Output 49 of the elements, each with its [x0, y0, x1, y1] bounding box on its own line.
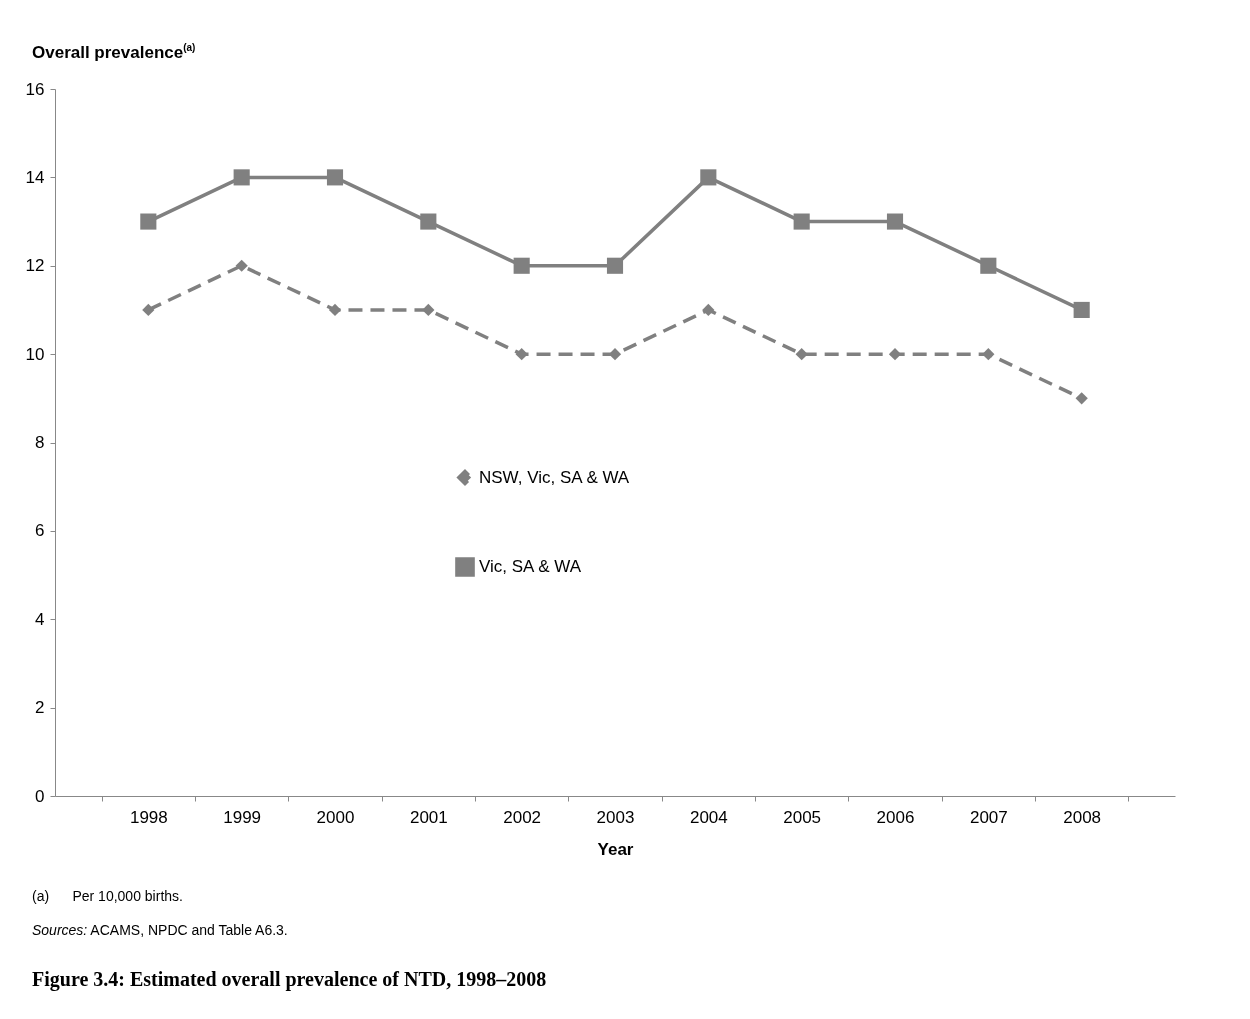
x-tick-label: 2003 — [596, 807, 635, 827]
source-note: Sources: ACAMS, NPDC and Table A6.3. — [32, 922, 288, 938]
point — [140, 213, 157, 230]
legend-label: Vic, SA & WA — [479, 557, 582, 576]
point — [980, 257, 997, 274]
x-tick-label: 2000 — [316, 807, 355, 827]
point — [1075, 392, 1088, 405]
point — [606, 257, 624, 274]
point — [1073, 301, 1090, 318]
x-tick-label: 2007 — [969, 807, 1008, 827]
point — [328, 303, 342, 317]
point — [233, 169, 250, 186]
point — [795, 348, 808, 361]
point — [886, 213, 904, 230]
y-tick-label: 8 — [35, 433, 45, 452]
point — [982, 348, 995, 361]
x-tick-label: 1999 — [223, 807, 262, 827]
y-tick-label: 4 — [35, 609, 45, 629]
legend-label: NSW, Vic, SA & WA — [479, 467, 630, 487]
point — [700, 169, 717, 186]
x-axis-title: Year — [597, 839, 634, 859]
x-tick-label: 2002 — [503, 807, 542, 827]
x-tick-label: 2001 — [409, 807, 448, 827]
y-tick-label: 14 — [25, 167, 45, 187]
point — [608, 348, 622, 361]
point — [513, 257, 530, 274]
x-tick-label: 2005 — [783, 807, 822, 827]
x-tick-label: 2008 — [1063, 807, 1102, 827]
y-tick-label: 12 — [25, 256, 45, 276]
point — [142, 303, 155, 317]
y-tick-label: 6 — [35, 521, 45, 541]
point — [420, 213, 437, 230]
point — [702, 303, 715, 317]
y-tick-label: 10 — [25, 344, 45, 364]
point — [326, 169, 344, 186]
point — [888, 348, 902, 361]
x-tick-label: 1998 — [129, 807, 168, 827]
y-tick-label: 2 — [35, 698, 45, 718]
point — [515, 348, 528, 361]
x-tick-label: 2004 — [689, 807, 728, 827]
point — [793, 213, 810, 230]
point — [235, 259, 248, 272]
y-tick-label: 0 — [35, 786, 45, 806]
text: Figure 3.4: Estimated overall prevalence of NTD, 1998–2008 — [32, 968, 547, 991]
y-axis-title: Overall prevalence$^{(a)}$ — [32, 42, 196, 63]
x-tick-label: 2006 — [876, 807, 915, 827]
point — [422, 303, 435, 317]
text: (a) Per 10,000 births. — [32, 888, 184, 904]
y-tick-label: 16 — [25, 79, 45, 99]
